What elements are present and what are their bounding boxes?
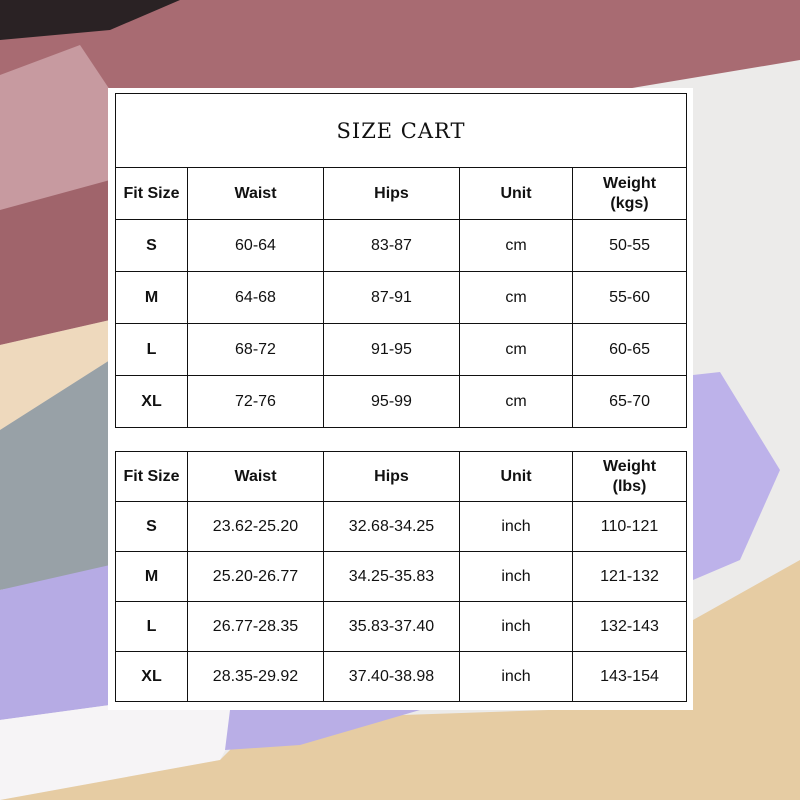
fabric-tan bbox=[0, 560, 800, 800]
header-hips: Hips bbox=[323, 451, 460, 502]
fabric-mauve-left bbox=[0, 180, 110, 345]
cell-unit: inch bbox=[459, 501, 573, 552]
fabric-dark bbox=[0, 0, 180, 40]
cell-weight: 121-132 bbox=[572, 551, 687, 602]
table-header-row: Fit Size Waist Hips Unit Weight (lbs) bbox=[115, 451, 687, 502]
cell-unit: cm bbox=[459, 323, 573, 376]
cell-size: L bbox=[115, 601, 188, 652]
header-weight: Weight (kgs) bbox=[571, 167, 688, 220]
header-unit: Unit bbox=[459, 167, 573, 220]
metric-size-table: SIZE CART Fit Size Waist Hips Unit Weigh… bbox=[114, 93, 688, 428]
cell-hips: 34.25-35.83 bbox=[323, 551, 460, 602]
cell-unit: inch bbox=[459, 551, 573, 602]
fabric-grey bbox=[0, 360, 110, 590]
table-row: L 68-72 91-95 cm 60-65 bbox=[115, 323, 688, 376]
cell-hips: 95-99 bbox=[323, 375, 460, 428]
fabric-white bbox=[0, 705, 250, 800]
header-weight: Weight (lbs) bbox=[572, 451, 687, 502]
fabric-lavender-right bbox=[693, 372, 780, 580]
cell-waist: 60-64 bbox=[187, 219, 324, 272]
cell-size: S bbox=[115, 219, 188, 272]
header-fit-size: Fit Size bbox=[115, 451, 188, 502]
header-weight-label: Weight bbox=[602, 457, 657, 475]
table-row: M 25.20-26.77 34.25-35.83 inch 121-132 bbox=[115, 551, 687, 602]
cell-hips: 91-95 bbox=[323, 323, 460, 376]
fabric-lavender-left bbox=[0, 565, 110, 720]
cell-waist: 68-72 bbox=[187, 323, 324, 376]
table-row: S 23.62-25.20 32.68-34.25 inch 110-121 bbox=[115, 501, 687, 552]
cell-hips: 37.40-38.98 bbox=[323, 651, 460, 702]
cell-size: M bbox=[115, 271, 188, 324]
cell-waist: 28.35-29.92 bbox=[187, 651, 324, 702]
cell-unit: inch bbox=[459, 601, 573, 652]
cell-unit: inch bbox=[459, 651, 573, 702]
cell-hips: 87-91 bbox=[323, 271, 460, 324]
cell-weight: 55-60 bbox=[571, 271, 688, 324]
table-header-row: Fit Size Waist Hips Unit Weight (kgs) bbox=[115, 167, 688, 220]
table-row: XL 72-76 95-99 cm 65-70 bbox=[115, 375, 688, 428]
cell-weight: 65-70 bbox=[571, 375, 688, 428]
cell-weight: 60-65 bbox=[571, 323, 688, 376]
cell-unit: cm bbox=[459, 375, 573, 428]
header-fit-size: Fit Size bbox=[115, 167, 188, 220]
fabric-lavender-bottom bbox=[225, 710, 420, 750]
cell-weight: 132-143 bbox=[572, 601, 687, 652]
cell-weight: 110-121 bbox=[572, 501, 687, 552]
cell-unit: cm bbox=[459, 219, 573, 272]
header-unit: Unit bbox=[459, 451, 573, 502]
header-hips: Hips bbox=[323, 167, 460, 220]
header-weight-unit: (kgs) bbox=[610, 194, 649, 212]
header-waist: Waist bbox=[187, 451, 324, 502]
cell-size: M bbox=[115, 551, 188, 602]
size-chart-title: SIZE CART bbox=[114, 93, 688, 168]
cell-waist: 26.77-28.35 bbox=[187, 601, 324, 652]
imperial-size-table: Fit Size Waist Hips Unit Weight (lbs) S 23… bbox=[115, 451, 687, 702]
cell-weight: 143-154 bbox=[572, 651, 687, 702]
header-waist: Waist bbox=[187, 167, 324, 220]
table-row: S 60-64 83-87 cm 50-55 bbox=[115, 219, 688, 272]
cell-waist: 23.62-25.20 bbox=[187, 501, 324, 552]
cell-waist: 64-68 bbox=[187, 271, 324, 324]
header-weight-label: Weight bbox=[603, 174, 657, 192]
cell-waist: 25.20-26.77 bbox=[187, 551, 324, 602]
cell-size: XL bbox=[115, 651, 188, 702]
cell-weight: 50-55 bbox=[571, 219, 688, 272]
table-row: L 26.77-28.35 35.83-37.40 inch 132-143 bbox=[115, 601, 687, 652]
table-row: M 64-68 87-91 cm 55-60 bbox=[115, 271, 688, 324]
cell-hips: 32.68-34.25 bbox=[323, 501, 460, 552]
fabric-beige bbox=[0, 320, 110, 430]
cell-size: S bbox=[115, 501, 188, 552]
cell-waist: 72-76 bbox=[187, 375, 324, 428]
header-weight-unit: (lbs) bbox=[612, 477, 647, 495]
cell-size: XL bbox=[115, 375, 188, 428]
cell-unit: cm bbox=[459, 271, 573, 324]
cell-size: L bbox=[115, 323, 188, 376]
cell-hips: 83-87 bbox=[323, 219, 460, 272]
cell-hips: 35.83-37.40 bbox=[323, 601, 460, 652]
table-row: XL 28.35-29.92 37.40-38.98 inch 143-154 bbox=[115, 651, 687, 702]
